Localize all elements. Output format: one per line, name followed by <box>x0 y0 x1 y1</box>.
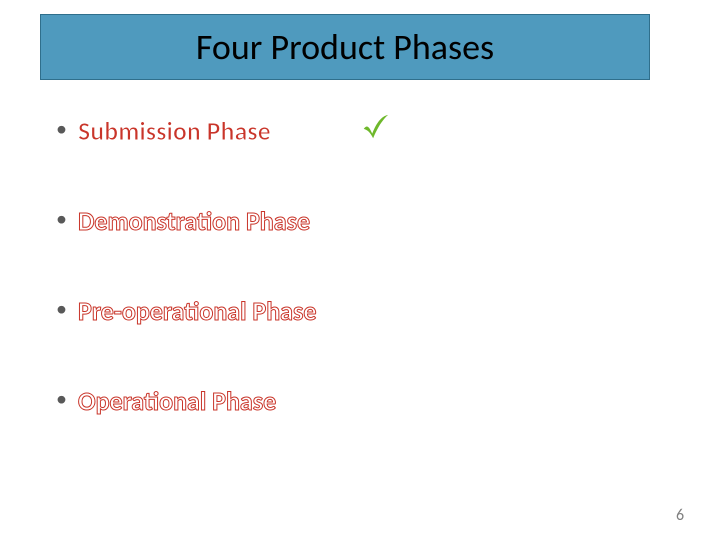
phase-label: Operational Phase <box>78 385 276 417</box>
phase-item-preoperational: Pre-operational Phase <box>50 295 316 327</box>
phase-item-operational: Operational Phase <box>50 385 276 417</box>
slide: { "title": { "text": "Four Product Phase… <box>0 0 720 540</box>
phase-label: Submission Phase <box>78 115 271 147</box>
slide-title-box: Four Product Phases <box>40 14 650 80</box>
phase-label: Pre-operational Phase <box>78 295 316 327</box>
phase-item-demonstration: Demonstration Phase <box>50 205 310 237</box>
checkmark-icon <box>360 112 390 142</box>
page-number: 6 <box>676 506 684 525</box>
phase-item-submission: Submission Phase <box>50 115 271 147</box>
phase-label: Demonstration Phase <box>78 205 310 237</box>
slide-title: Four Product Phases <box>196 25 494 69</box>
